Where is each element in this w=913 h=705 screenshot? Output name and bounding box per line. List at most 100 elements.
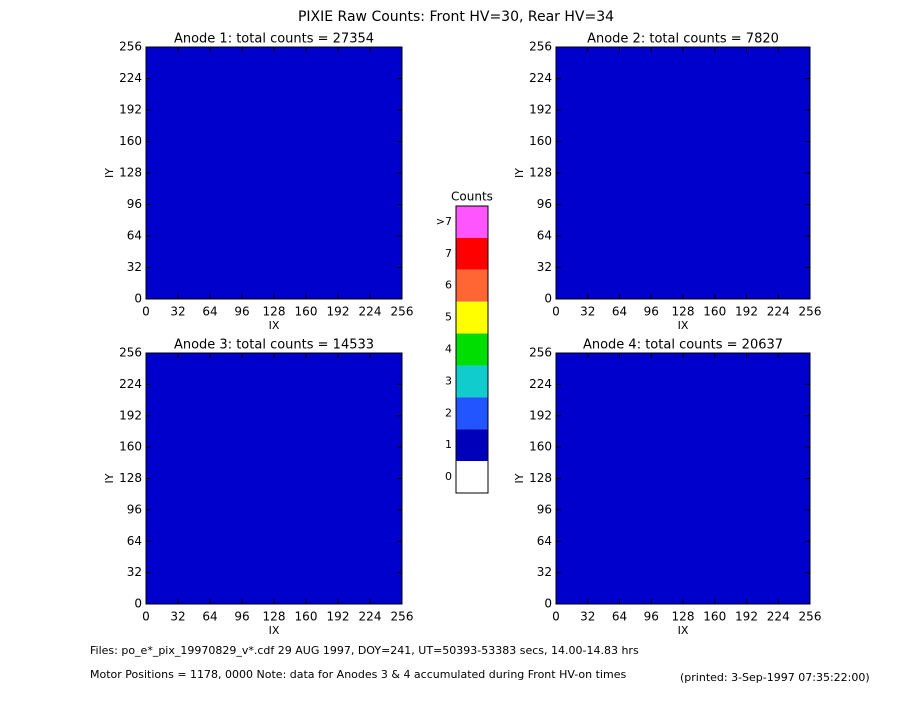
x-tick-label: 224 [767, 610, 790, 624]
y-tick-label: 224 [119, 377, 142, 391]
x-tick-label: 32 [580, 305, 595, 319]
panel-title: Anode 2: total counts = 7820 [587, 32, 779, 47]
x-axis-label: IX [678, 319, 689, 332]
x-tick-label: 192 [735, 610, 758, 624]
x-tick-label: 32 [170, 610, 185, 624]
y-tick-label: 96 [127, 197, 142, 211]
x-axis-label: IX [678, 624, 689, 637]
x-tick-label: 0 [552, 305, 560, 319]
panel-title: Anode 1: total counts = 27354 [174, 32, 374, 47]
x-tick-label: 0 [142, 305, 150, 319]
colorbar-label: 1 [445, 438, 452, 451]
y-tick-label: 192 [119, 408, 142, 422]
x-axis-label: IX [269, 319, 280, 332]
colorbar-swatch [456, 365, 488, 398]
y-tick-label: 0 [134, 292, 142, 306]
colorbar-label: 5 [445, 311, 452, 324]
y-tick-label: 192 [119, 103, 142, 117]
panel-title: Anode 4: total counts = 20637 [583, 338, 783, 353]
y-axis-label: IY [103, 473, 116, 483]
y-tick-label: 160 [119, 134, 142, 148]
heatmap-texture [556, 353, 810, 604]
colorbar-swatch [456, 333, 488, 366]
y-tick-label: 96 [537, 502, 552, 516]
x-tick-label: 64 [612, 305, 627, 319]
colorbar-swatch [456, 237, 488, 270]
y-tick-label: 192 [529, 103, 552, 117]
y-tick-label: 160 [529, 134, 552, 148]
colorbar-label: 0 [445, 470, 452, 483]
colorbar-swatch [456, 397, 488, 430]
x-tick-label: 128 [263, 305, 286, 319]
colorbar-swatch [456, 461, 488, 493]
y-tick-label: 32 [127, 565, 142, 579]
x-tick-label: 32 [170, 305, 185, 319]
footer-motor: Motor Positions = 1178, 0000 Note: data … [90, 668, 626, 681]
colorbar-title: Counts [451, 190, 493, 204]
y-tick-label: 256 [119, 346, 142, 360]
x-tick-label: 64 [202, 305, 217, 319]
x-tick-label: 256 [799, 610, 822, 624]
x-tick-label: 96 [234, 305, 249, 319]
y-tick-label: 256 [529, 40, 552, 54]
y-tick-label: 224 [119, 71, 142, 85]
x-axis-label: IX [269, 624, 280, 637]
y-tick-label: 0 [134, 597, 142, 611]
x-tick-label: 224 [767, 305, 790, 319]
y-tick-label: 96 [537, 197, 552, 211]
y-axis-label: IY [103, 168, 116, 178]
x-tick-label: 128 [672, 610, 695, 624]
y-tick-label: 64 [127, 534, 142, 548]
x-tick-label: 96 [234, 610, 249, 624]
x-tick-label: 192 [327, 305, 350, 319]
y-axis-label: IY [513, 473, 526, 483]
x-tick-label: 256 [391, 610, 414, 624]
footer-files: Files: po_e*_pix_19970829_v*.cdf 29 AUG … [90, 644, 639, 657]
colorbar-label: 3 [445, 374, 452, 387]
y-tick-label: 128 [119, 166, 142, 180]
heatmap-texture [146, 47, 402, 299]
y-tick-label: 0 [544, 597, 552, 611]
y-tick-label: 160 [119, 440, 142, 454]
x-tick-label: 32 [580, 610, 595, 624]
x-tick-label: 192 [327, 610, 350, 624]
colorbar-swatch [456, 301, 488, 334]
x-tick-label: 160 [703, 610, 726, 624]
colorbar-label: 6 [445, 279, 452, 292]
y-axis-label: IY [513, 168, 526, 178]
y-tick-label: 128 [119, 471, 142, 485]
x-tick-label: 160 [295, 610, 318, 624]
colorbar-swatch [456, 269, 488, 302]
colorbar-swatch [456, 429, 488, 462]
colorbar-label: >7 [436, 215, 452, 228]
x-tick-label: 0 [552, 610, 560, 624]
x-tick-label: 224 [359, 610, 382, 624]
y-tick-label: 96 [127, 502, 142, 516]
panel-title: Anode 3: total counts = 14533 [174, 338, 374, 353]
y-tick-label: 64 [127, 229, 142, 243]
y-tick-label: 256 [529, 346, 552, 360]
colorbar-label: 7 [445, 247, 452, 260]
x-tick-label: 64 [612, 610, 627, 624]
colorbar-frame [455, 205, 489, 494]
y-tick-label: 128 [529, 471, 552, 485]
x-tick-label: 256 [799, 305, 822, 319]
x-tick-label: 128 [263, 610, 286, 624]
x-tick-label: 160 [703, 305, 726, 319]
colorbar-swatch [456, 206, 488, 238]
x-tick-label: 160 [295, 305, 318, 319]
colorbar-label: 4 [445, 343, 452, 356]
heatmap-texture [146, 353, 402, 604]
x-tick-label: 96 [644, 610, 659, 624]
y-tick-label: 32 [127, 260, 142, 274]
x-tick-label: 128 [672, 305, 695, 319]
heatmap-texture [556, 47, 810, 299]
page-title: PIXIE Raw Counts: Front HV=30, Rear HV=3… [298, 9, 614, 25]
x-tick-label: 0 [142, 610, 150, 624]
colorbar-label: 2 [445, 406, 452, 419]
x-tick-label: 64 [202, 610, 217, 624]
y-tick-label: 32 [537, 565, 552, 579]
footer-printed: (printed: 3-Sep-1997 07:35:22:00) [680, 671, 870, 684]
y-tick-label: 160 [529, 440, 552, 454]
